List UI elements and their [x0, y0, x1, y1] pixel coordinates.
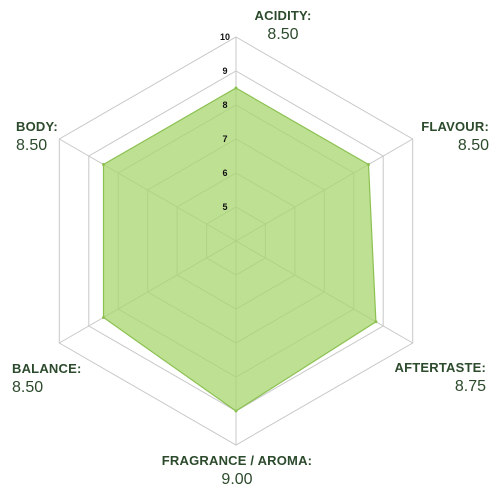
axis-label: BALANCE:	[12, 361, 81, 376]
radial-tick-label: 5	[222, 202, 227, 212]
axis-label: ACIDITY:	[255, 8, 312, 23]
axis-value-label: 8.50	[267, 26, 298, 43]
axis-value-label: 9.00	[221, 471, 252, 488]
axis-label: BODY:	[16, 119, 58, 134]
radial-ticks: 5 6 7 8 9 10	[220, 32, 230, 212]
data-area	[102, 87, 377, 412]
radial-tick-label: 6	[222, 168, 227, 178]
data-point	[374, 320, 378, 324]
data-point	[367, 163, 370, 166]
data-point	[102, 163, 105, 166]
series	[102, 86, 378, 413]
axis-value-label: 8.50	[16, 137, 47, 154]
radial-tick-label: 8	[222, 100, 227, 110]
axis-label: FRAGRANCE / AROMA:	[162, 453, 312, 468]
axis-label: FLAVOUR:	[421, 119, 489, 134]
axis-labels: ACIDITY: 8.50 FLAVOUR: 8.50 AFTERTASTE: 8.75 F…	[12, 8, 489, 488]
axis-value-label: 8.50	[458, 137, 489, 154]
radial-tick-label: 10	[220, 32, 230, 42]
axis-label: AFTERTASTE:	[394, 360, 486, 375]
axis-value-label: 8.75	[455, 378, 486, 395]
radial-tick-label: 7	[222, 134, 227, 144]
data-point	[102, 316, 105, 319]
axis-value-label: 8.50	[12, 379, 43, 396]
radial-tick-label: 9	[222, 66, 227, 76]
data-point	[234, 86, 238, 90]
data-point	[234, 409, 238, 413]
